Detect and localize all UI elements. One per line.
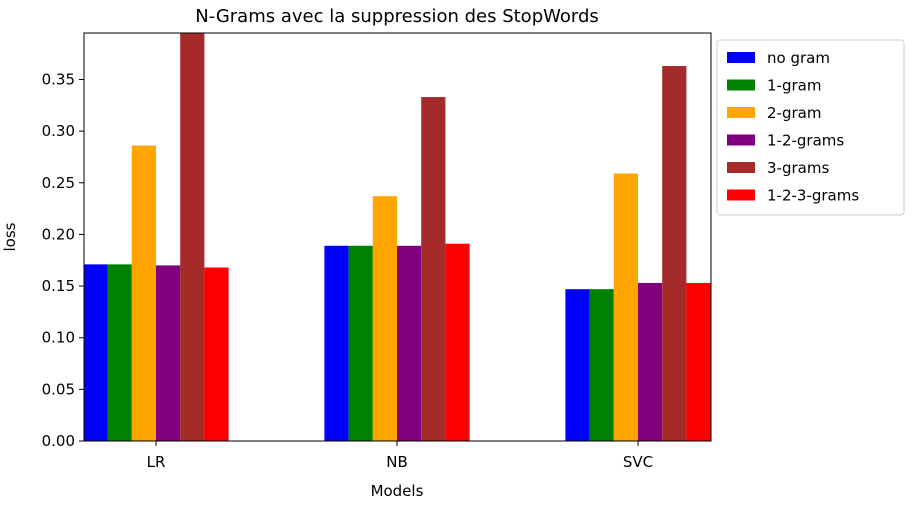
x-axis: LR NB SVC — [147, 441, 653, 471]
bar-no-gram-lr — [84, 264, 108, 441]
y-axis-label: loss — [1, 222, 19, 251]
bar-3-grams-lr — [180, 33, 205, 441]
legend-label: 1-2-grams — [767, 132, 844, 150]
bar-3-grams-nb — [421, 97, 446, 441]
x-tick-label-lr: LR — [147, 453, 166, 471]
x-tick-label-nb: NB — [386, 453, 408, 471]
bar-1-gram-nb — [348, 245, 373, 441]
y-tick-label: 0.05 — [42, 380, 75, 398]
chart-title: N-Grams avec la suppression des StopWord… — [195, 6, 599, 27]
bar-no-gram-svc — [565, 289, 590, 441]
bar-2-gram-nb — [372, 196, 397, 441]
legend-swatch — [727, 162, 755, 173]
bar-1-2-3-grams-lr — [204, 267, 229, 441]
legend-box — [716, 39, 905, 216]
legend-label: 2-gram — [767, 104, 821, 122]
bar-1-2-grams-nb — [397, 245, 422, 441]
x-axis-label: Models — [371, 482, 424, 500]
legend-swatch — [727, 134, 755, 146]
legend-swatch — [727, 189, 755, 201]
bar-no-gram-nb — [324, 245, 349, 441]
legend: no gram 1-gram 2-gram 1-2-grams 3-grams 1-2-3… — [716, 39, 905, 216]
bar-3-grams-svc — [662, 66, 687, 441]
y-axis: 0.00 0.05 0.10 0.15 0.20 0.25 0.30 0.35 — [42, 70, 84, 450]
legend-swatch — [727, 79, 755, 91]
legend-label: no gram — [767, 49, 830, 67]
y-tick-label: 0.35 — [42, 70, 75, 88]
y-tick-label: 0.15 — [42, 277, 75, 295]
bar-2-gram-lr — [131, 145, 156, 441]
y-tick-label: 0.10 — [42, 329, 75, 347]
legend-swatch — [727, 107, 755, 118]
y-tick-label: 0.20 — [42, 225, 75, 243]
bar-1-2-grams-lr — [156, 265, 181, 441]
x-tick-label-svc: SVC — [623, 453, 653, 471]
bar-1-gram-svc — [589, 289, 614, 441]
bar-1-2-grams-svc — [638, 282, 663, 441]
y-tick-label: 0.00 — [42, 432, 75, 450]
legend-label: 1-2-3-grams — [767, 187, 859, 205]
bar-1-gram-lr — [107, 264, 132, 441]
legend-swatch — [727, 52, 755, 63]
bar-1-2-3-grams-svc — [686, 282, 711, 441]
legend-label: 1-gram — [767, 77, 821, 95]
y-tick-label: 0.25 — [42, 174, 75, 192]
bar-1-2-3-grams-nb — [445, 243, 470, 441]
bars-group — [84, 33, 711, 441]
y-tick-label: 0.30 — [42, 122, 75, 140]
legend-label: 3-grams — [767, 159, 829, 177]
bar-2-gram-svc — [613, 173, 638, 441]
